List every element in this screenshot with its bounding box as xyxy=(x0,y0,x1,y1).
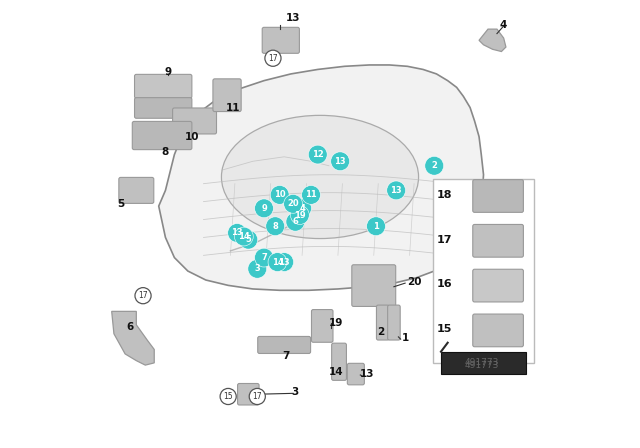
Text: 18: 18 xyxy=(436,190,452,200)
Text: 8: 8 xyxy=(162,147,169,157)
Polygon shape xyxy=(111,311,154,365)
Text: 13: 13 xyxy=(360,369,374,379)
Text: 5: 5 xyxy=(117,199,124,209)
FancyBboxPatch shape xyxy=(258,336,310,353)
Text: 20: 20 xyxy=(407,277,421,287)
Circle shape xyxy=(387,181,406,200)
Circle shape xyxy=(291,206,309,224)
FancyBboxPatch shape xyxy=(376,305,389,340)
Text: 7: 7 xyxy=(283,351,290,361)
Circle shape xyxy=(268,253,287,271)
Text: 17: 17 xyxy=(436,235,452,245)
Text: 11: 11 xyxy=(225,103,240,112)
Circle shape xyxy=(249,388,266,405)
Circle shape xyxy=(255,248,273,267)
FancyBboxPatch shape xyxy=(173,108,216,134)
Text: 13: 13 xyxy=(278,258,290,267)
Text: 15: 15 xyxy=(223,392,233,401)
Circle shape xyxy=(425,156,444,175)
Circle shape xyxy=(265,50,281,66)
FancyBboxPatch shape xyxy=(473,180,524,212)
Text: 491773: 491773 xyxy=(465,361,499,370)
Text: 7: 7 xyxy=(261,253,267,262)
FancyBboxPatch shape xyxy=(262,27,300,53)
Circle shape xyxy=(308,145,327,164)
Text: 16: 16 xyxy=(436,280,452,289)
Circle shape xyxy=(367,217,385,236)
Text: 19: 19 xyxy=(328,318,343,327)
Circle shape xyxy=(286,212,305,231)
Text: 9: 9 xyxy=(164,67,172,77)
FancyBboxPatch shape xyxy=(433,179,534,363)
Circle shape xyxy=(301,185,321,204)
Text: 12: 12 xyxy=(312,150,324,159)
Circle shape xyxy=(266,217,285,236)
Text: 2: 2 xyxy=(377,327,384,336)
FancyBboxPatch shape xyxy=(134,74,192,98)
Text: 17: 17 xyxy=(138,291,148,300)
Text: 11: 11 xyxy=(305,190,317,199)
Circle shape xyxy=(270,185,289,204)
Circle shape xyxy=(292,199,312,218)
Circle shape xyxy=(135,288,151,304)
FancyBboxPatch shape xyxy=(237,383,259,405)
Text: 1: 1 xyxy=(401,333,409,343)
Text: 3: 3 xyxy=(255,264,260,273)
FancyBboxPatch shape xyxy=(388,305,400,340)
Ellipse shape xyxy=(221,115,419,238)
FancyBboxPatch shape xyxy=(473,314,524,347)
Text: 5: 5 xyxy=(245,235,252,244)
FancyBboxPatch shape xyxy=(473,269,524,302)
Circle shape xyxy=(239,230,258,249)
Text: 8: 8 xyxy=(273,222,278,231)
Circle shape xyxy=(255,199,273,218)
Text: 4: 4 xyxy=(500,20,508,30)
Text: 1: 1 xyxy=(373,222,379,231)
Text: 14: 14 xyxy=(271,258,284,267)
FancyBboxPatch shape xyxy=(213,79,241,112)
FancyBboxPatch shape xyxy=(348,363,364,385)
Polygon shape xyxy=(159,65,484,290)
Circle shape xyxy=(284,194,303,213)
Circle shape xyxy=(331,152,349,171)
Text: 13: 13 xyxy=(334,157,346,166)
FancyBboxPatch shape xyxy=(119,177,154,203)
Text: 3: 3 xyxy=(292,387,299,397)
Text: 2: 2 xyxy=(431,161,437,170)
Text: 14: 14 xyxy=(328,367,343,377)
Text: 15: 15 xyxy=(436,324,452,334)
Text: 491773: 491773 xyxy=(465,358,499,367)
Polygon shape xyxy=(479,29,506,52)
Text: 6: 6 xyxy=(126,322,133,332)
Text: 14: 14 xyxy=(238,232,250,241)
FancyBboxPatch shape xyxy=(352,265,396,306)
Text: 4: 4 xyxy=(299,204,305,213)
FancyBboxPatch shape xyxy=(312,310,333,342)
Circle shape xyxy=(220,388,236,405)
Circle shape xyxy=(234,227,253,246)
Circle shape xyxy=(275,253,294,271)
Text: 10: 10 xyxy=(274,190,285,199)
Text: 17: 17 xyxy=(252,392,262,401)
Text: 19: 19 xyxy=(294,211,306,220)
Text: 9: 9 xyxy=(261,204,267,213)
FancyBboxPatch shape xyxy=(132,121,192,150)
FancyBboxPatch shape xyxy=(332,343,346,380)
Polygon shape xyxy=(441,352,526,374)
Text: 10: 10 xyxy=(185,132,200,142)
Text: 20: 20 xyxy=(287,199,299,208)
Text: 6: 6 xyxy=(292,217,298,226)
FancyBboxPatch shape xyxy=(134,98,192,118)
Text: 17: 17 xyxy=(268,54,278,63)
Text: 13: 13 xyxy=(390,186,402,195)
Text: 13: 13 xyxy=(286,13,300,23)
Text: 13: 13 xyxy=(231,228,243,237)
Circle shape xyxy=(228,224,246,242)
Circle shape xyxy=(248,259,267,278)
FancyBboxPatch shape xyxy=(473,224,524,257)
